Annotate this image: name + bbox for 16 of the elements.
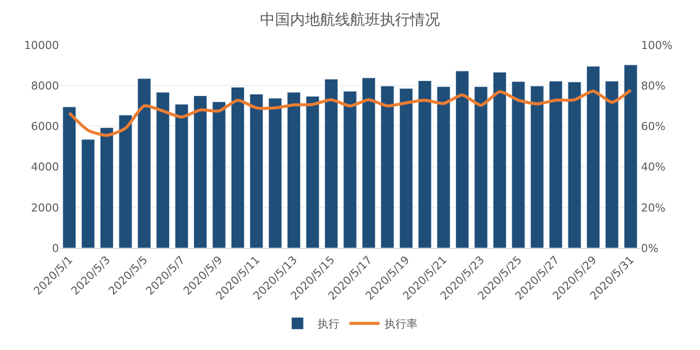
legend-label: 执行 [318, 318, 340, 331]
y-tick-label: 0 [52, 242, 59, 255]
y2-tick-label: 100% [641, 38, 672, 52]
y2-tick-label: 40% [641, 160, 666, 174]
y-tick-label: 8000 [31, 79, 59, 92]
line-series [68, 88, 632, 137]
y2-tick-label: 20% [641, 201, 666, 214]
y2-tick-label: 60% [641, 120, 666, 134]
y-tick-label: 4000 [31, 160, 59, 174]
y-tick-label: 6000 [31, 120, 59, 134]
y-tick-label: 2000 [31, 201, 59, 214]
chart-title: 中国内地航线航班执行情况 [260, 10, 440, 28]
y2-tick-label: 0% [641, 242, 658, 255]
y2-tick-label: 80% [641, 79, 666, 92]
legend-label: 执行率 [384, 318, 418, 331]
y-tick-label: 10000 [24, 38, 59, 52]
